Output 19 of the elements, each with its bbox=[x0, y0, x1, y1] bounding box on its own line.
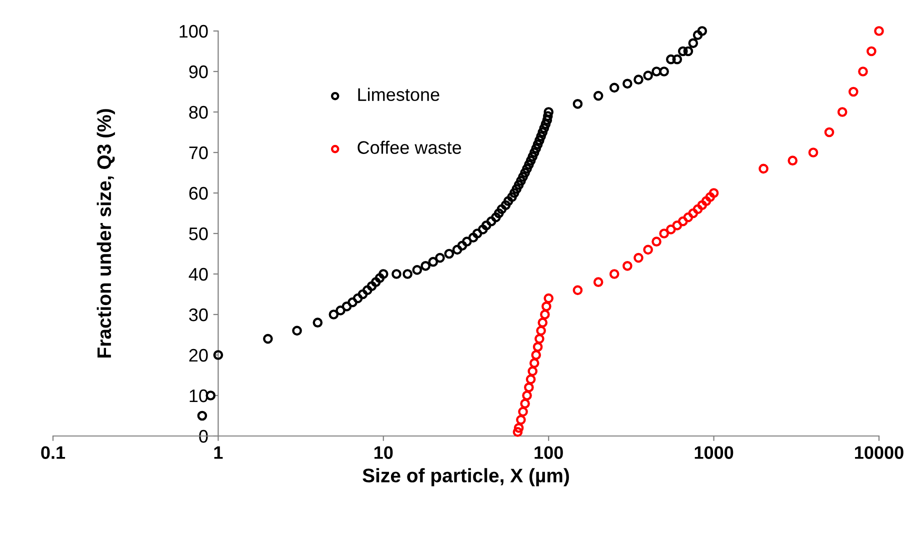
x-tick-label: 100 bbox=[534, 446, 563, 459]
x-tick-label: 1 bbox=[214, 446, 223, 459]
legend-label: Coffee waste bbox=[358, 140, 462, 154]
y-tick-label: 60 bbox=[189, 186, 208, 200]
y-tick-label: 70 bbox=[189, 146, 208, 160]
y-tick-label: 90 bbox=[189, 65, 208, 78]
y-tick-label: 20 bbox=[189, 348, 208, 362]
y-tick-label: 100 bbox=[180, 24, 208, 38]
x-tick-label: 1000 bbox=[694, 446, 734, 459]
x-tick-label: 10 bbox=[374, 446, 393, 459]
y-tick-label: 40 bbox=[188, 268, 208, 281]
x-axis-title: Size of particle, X (µm) bbox=[362, 468, 569, 486]
x-tick-label: 0.1 bbox=[41, 446, 66, 459]
legend-label: Limestone bbox=[358, 88, 440, 102]
y-tick-label: 30 bbox=[189, 308, 208, 322]
y-axis-title: Fraction under size, Q3 (%) bbox=[96, 109, 115, 358]
x-tick-label: 10000 bbox=[855, 446, 904, 459]
y-tick-label: 80 bbox=[189, 106, 208, 119]
y-tick-label: 50 bbox=[189, 227, 208, 240]
